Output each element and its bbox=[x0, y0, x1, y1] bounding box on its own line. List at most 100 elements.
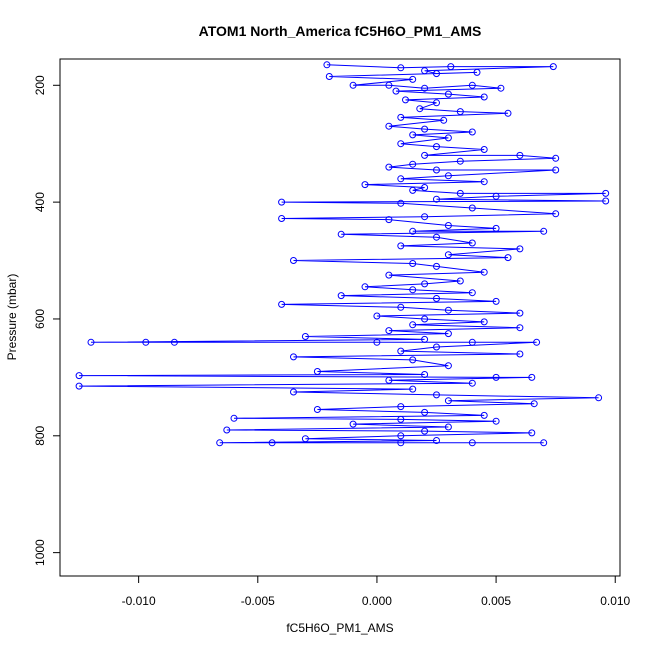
x-tick-label: -0.010 bbox=[122, 594, 156, 608]
data-point bbox=[278, 198, 286, 206]
data-point bbox=[444, 423, 452, 431]
x-tick-label: 0.000 bbox=[362, 594, 392, 608]
data-point bbox=[433, 70, 440, 78]
data-point bbox=[433, 166, 440, 174]
data-point bbox=[480, 146, 488, 153]
data-point bbox=[444, 330, 452, 338]
data-point bbox=[278, 215, 286, 222]
data-point bbox=[444, 90, 452, 98]
data-point bbox=[170, 338, 178, 346]
data-point bbox=[385, 81, 393, 89]
data-point bbox=[492, 192, 500, 200]
data-point bbox=[278, 300, 286, 308]
data-point bbox=[492, 224, 500, 232]
data-point bbox=[416, 105, 424, 113]
data-point bbox=[142, 338, 150, 346]
chart-title: ATOM1 North_America fC5H6O_PM1_AMS bbox=[199, 23, 482, 39]
data-point bbox=[516, 350, 524, 358]
data-point bbox=[533, 338, 541, 346]
x-tick-label: -0.005 bbox=[241, 594, 275, 608]
plot-area bbox=[75, 61, 610, 447]
data-point bbox=[373, 312, 381, 320]
data-point bbox=[421, 280, 429, 288]
y-tick-label: 200 bbox=[33, 75, 47, 95]
data-point bbox=[290, 388, 297, 396]
data-point bbox=[528, 373, 536, 381]
data-point bbox=[440, 116, 448, 124]
data-point bbox=[504, 254, 512, 262]
data-point bbox=[230, 414, 238, 422]
data-point bbox=[444, 306, 452, 314]
data-point bbox=[595, 394, 603, 402]
data-point bbox=[602, 197, 610, 205]
data-point bbox=[392, 87, 400, 95]
data-point bbox=[456, 277, 464, 285]
data-point bbox=[323, 61, 331, 69]
data-point bbox=[468, 204, 476, 212]
y-tick-label: 600 bbox=[33, 309, 47, 329]
data-point bbox=[433, 233, 440, 241]
data-point bbox=[447, 63, 455, 71]
data-point bbox=[313, 368, 321, 375]
y-axis: 200 400 600 800 1000 bbox=[33, 75, 60, 566]
data-point bbox=[409, 227, 417, 235]
data-point bbox=[444, 172, 452, 180]
data-point bbox=[480, 411, 488, 419]
data-point bbox=[421, 84, 429, 92]
x-tick-label: 0.010 bbox=[600, 594, 630, 608]
data-point bbox=[468, 81, 476, 89]
data-point bbox=[492, 373, 500, 381]
data-point bbox=[456, 157, 464, 165]
data-point bbox=[421, 184, 429, 191]
data-point bbox=[385, 327, 393, 335]
data-point bbox=[397, 403, 405, 411]
data-point bbox=[504, 109, 512, 117]
data-point bbox=[409, 321, 417, 329]
data-point bbox=[468, 289, 476, 297]
data-point bbox=[397, 415, 405, 423]
data-point bbox=[433, 262, 440, 270]
data-point bbox=[385, 376, 393, 384]
data-point bbox=[361, 283, 369, 291]
data-point bbox=[397, 64, 405, 72]
data-point bbox=[433, 295, 440, 302]
data-point bbox=[385, 163, 393, 171]
data-point bbox=[385, 271, 393, 279]
data-point bbox=[397, 199, 405, 207]
y-tick-label: 400 bbox=[33, 192, 47, 212]
data-point bbox=[301, 435, 309, 443]
data-point bbox=[402, 96, 409, 104]
data-point bbox=[349, 81, 357, 89]
data-point bbox=[397, 303, 405, 311]
data-point bbox=[409, 286, 417, 294]
data-point bbox=[385, 122, 393, 130]
y-axis-label: Pressure (mbar) bbox=[5, 274, 19, 361]
data-point bbox=[409, 75, 417, 83]
data-point bbox=[433, 343, 440, 351]
x-tick-label: 0.005 bbox=[481, 594, 511, 608]
data-point bbox=[516, 309, 524, 317]
data-point bbox=[409, 356, 417, 364]
series-line bbox=[79, 64, 606, 444]
data-point bbox=[397, 347, 405, 355]
data-point bbox=[373, 338, 381, 346]
data-point bbox=[290, 353, 297, 361]
data-point bbox=[421, 213, 429, 221]
data-point bbox=[456, 108, 464, 116]
data-point bbox=[397, 432, 405, 440]
data-point bbox=[480, 318, 488, 326]
data-point bbox=[337, 230, 345, 238]
data-point bbox=[444, 134, 452, 142]
data-point bbox=[602, 189, 610, 197]
data-point bbox=[87, 338, 95, 346]
data-point bbox=[421, 315, 429, 323]
data-point bbox=[497, 84, 505, 92]
data-point bbox=[530, 400, 538, 408]
data-point bbox=[397, 242, 405, 250]
data-point bbox=[223, 426, 231, 434]
data-point bbox=[552, 210, 560, 218]
data-point bbox=[433, 437, 440, 444]
data-point bbox=[473, 68, 481, 76]
data-point bbox=[337, 292, 345, 300]
